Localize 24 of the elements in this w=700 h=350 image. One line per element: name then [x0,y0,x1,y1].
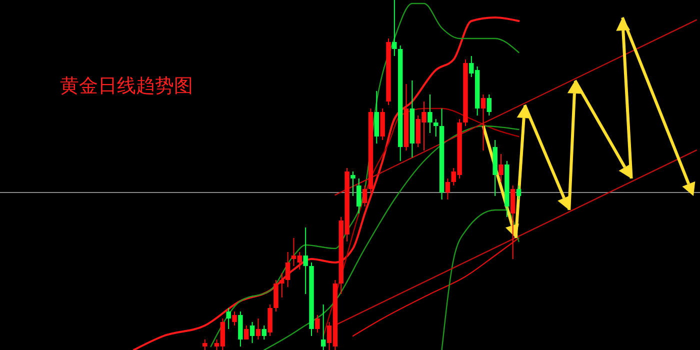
candlestick [315,314,320,333]
candlestick [244,325,249,340]
candlestick [232,311,237,326]
text: 黄金日线趋势图 [60,75,193,97]
candlestick [320,304,326,350]
candlestick [250,322,255,344]
candlestick [280,272,284,298]
candlestick [350,171,356,196]
candlestick [303,227,308,294]
candlestick [356,178,362,214]
candlestick [226,308,231,330]
candlestick [262,325,266,340]
candlestick [480,94,486,151]
candlestick [285,252,290,288]
candlestick [428,94,432,134]
candlestick [256,318,261,340]
candlestick [434,118,438,137]
candlestick [202,339,208,350]
candlestick [445,178,450,200]
candlestick [498,154,504,182]
candlestick [516,185,522,200]
candlestick [486,94,492,116]
candlestick [392,0,397,56]
candlestick [362,185,368,207]
